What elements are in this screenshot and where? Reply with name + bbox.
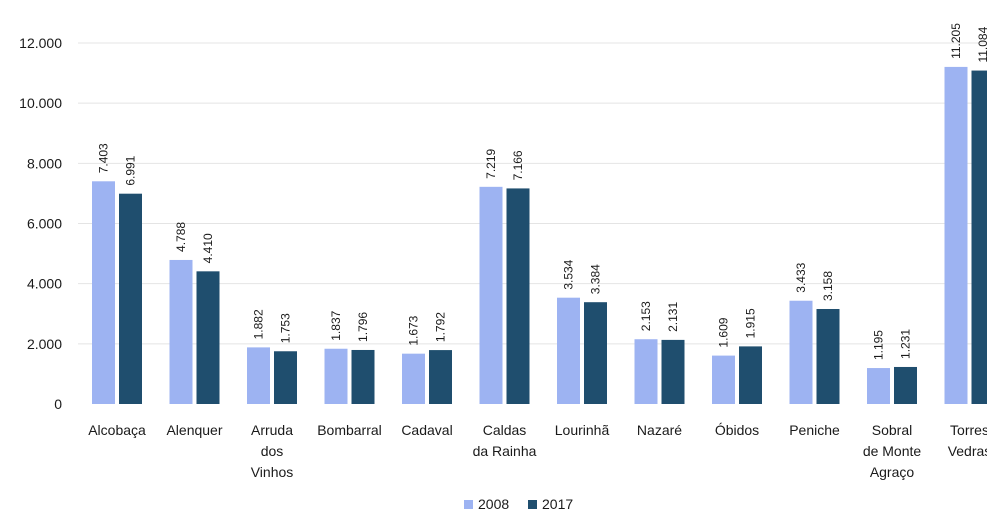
x-tick-label: Vedras <box>948 443 987 459</box>
y-tick-label: 6.000 <box>27 216 62 232</box>
data-label: 4.788 <box>174 222 188 252</box>
bar-2008 <box>169 259 193 404</box>
x-tick-label: Alcobaça <box>88 422 146 438</box>
legend-swatch <box>464 500 473 509</box>
bar-2017 <box>274 351 297 404</box>
data-label: 7.166 <box>511 150 525 180</box>
bar-2008 <box>789 300 813 404</box>
data-label: 1.882 <box>252 309 266 339</box>
data-label: 3.158 <box>821 271 835 301</box>
x-axis-labels: Alcobaça Alenquer Arruda dos Vinhos Bombarral… <box>88 422 987 480</box>
bar-2017 <box>971 70 987 404</box>
x-tick-label: Agraço <box>870 464 915 480</box>
x-tick-label: da Rainha <box>473 443 537 459</box>
x-tick-label: Nazaré <box>637 422 682 438</box>
data-label: 7.219 <box>484 148 498 178</box>
bar-2017 <box>351 349 375 404</box>
y-tick-label: 8.000 <box>27 155 62 171</box>
x-tick-label: Torres <box>950 422 987 438</box>
data-label: 1.796 <box>356 312 370 342</box>
x-tick-label: Vinhos <box>251 464 294 480</box>
data-label: 7.403 <box>97 143 111 173</box>
bar-2008 <box>247 347 270 404</box>
x-tick-label: dos <box>261 443 284 459</box>
data-label: 3.433 <box>794 262 808 292</box>
legend-label: 2017 <box>542 496 573 512</box>
y-tick-label: 4.000 <box>27 276 62 292</box>
x-tick-label: Alenquer <box>166 422 222 438</box>
y-tick-label: 2.000 <box>27 336 62 352</box>
data-label: 1.673 <box>407 315 421 345</box>
bar-2017 <box>816 308 840 404</box>
data-label: 1.195 <box>872 330 886 360</box>
bar-2017 <box>661 339 685 404</box>
x-tick-label: de Monte <box>863 443 922 459</box>
data-label: 3.534 <box>562 259 576 289</box>
data-label: 11.084 <box>976 26 987 62</box>
x-tick-label: Peniche <box>789 422 840 438</box>
data-label: 1.231 <box>899 329 913 359</box>
data-label: 4.410 <box>201 233 215 263</box>
bar-2008 <box>402 353 425 404</box>
bar-2017 <box>119 193 142 404</box>
y-tick-label: 0 <box>54 396 62 412</box>
bar-2017 <box>894 366 917 404</box>
data-label: 1.792 <box>434 312 448 342</box>
x-tick-label: Cadaval <box>401 422 452 438</box>
legend-label: 2008 <box>478 496 509 512</box>
bar-2008 <box>479 186 503 404</box>
data-label: 3.384 <box>589 264 603 294</box>
data-label: 2.131 <box>666 302 680 332</box>
bar-2008 <box>867 368 890 404</box>
bar-2017 <box>584 302 607 404</box>
bar-2008 <box>634 339 658 404</box>
x-tick-label: Caldas <box>483 422 527 438</box>
bar-2017 <box>429 350 452 404</box>
data-label: 1.753 <box>279 313 293 343</box>
x-tick-label: Bombarral <box>317 422 382 438</box>
data-label: 6.991 <box>124 155 138 185</box>
bar-2017 <box>196 271 220 404</box>
x-tick-label: Sobral <box>872 422 912 438</box>
data-labels: 7.403 6.991 4.788 4.410 1.882 1.753 1.837 1.796… <box>97 23 987 360</box>
y-tick-label: 10.000 <box>19 95 62 111</box>
bar-2008 <box>712 355 735 404</box>
data-label: 1.609 <box>717 317 731 347</box>
y-axis-ticks: 0 2.000 4.000 6.000 8.000 10.000 12.000 <box>19 35 62 412</box>
y-tick-label: 12.000 <box>19 35 62 51</box>
data-label: 2.153 <box>639 301 653 331</box>
bars <box>92 66 987 404</box>
legend: 2008 2017 <box>464 496 573 512</box>
bar-2008 <box>557 297 580 404</box>
bar-2008 <box>944 66 968 404</box>
bar-2008 <box>92 181 115 404</box>
data-label: 1.915 <box>744 308 758 338</box>
data-label: 1.837 <box>329 310 343 340</box>
x-tick-label: Lourinhã <box>555 422 610 438</box>
bar-2017 <box>506 188 530 404</box>
legend-swatch <box>528 500 537 509</box>
x-tick-label: Arruda <box>251 422 293 438</box>
bar-2017 <box>739 346 762 404</box>
bar-2008 <box>324 348 348 404</box>
data-label: 11.205 <box>949 23 963 59</box>
x-tick-label: Óbidos <box>715 422 759 438</box>
